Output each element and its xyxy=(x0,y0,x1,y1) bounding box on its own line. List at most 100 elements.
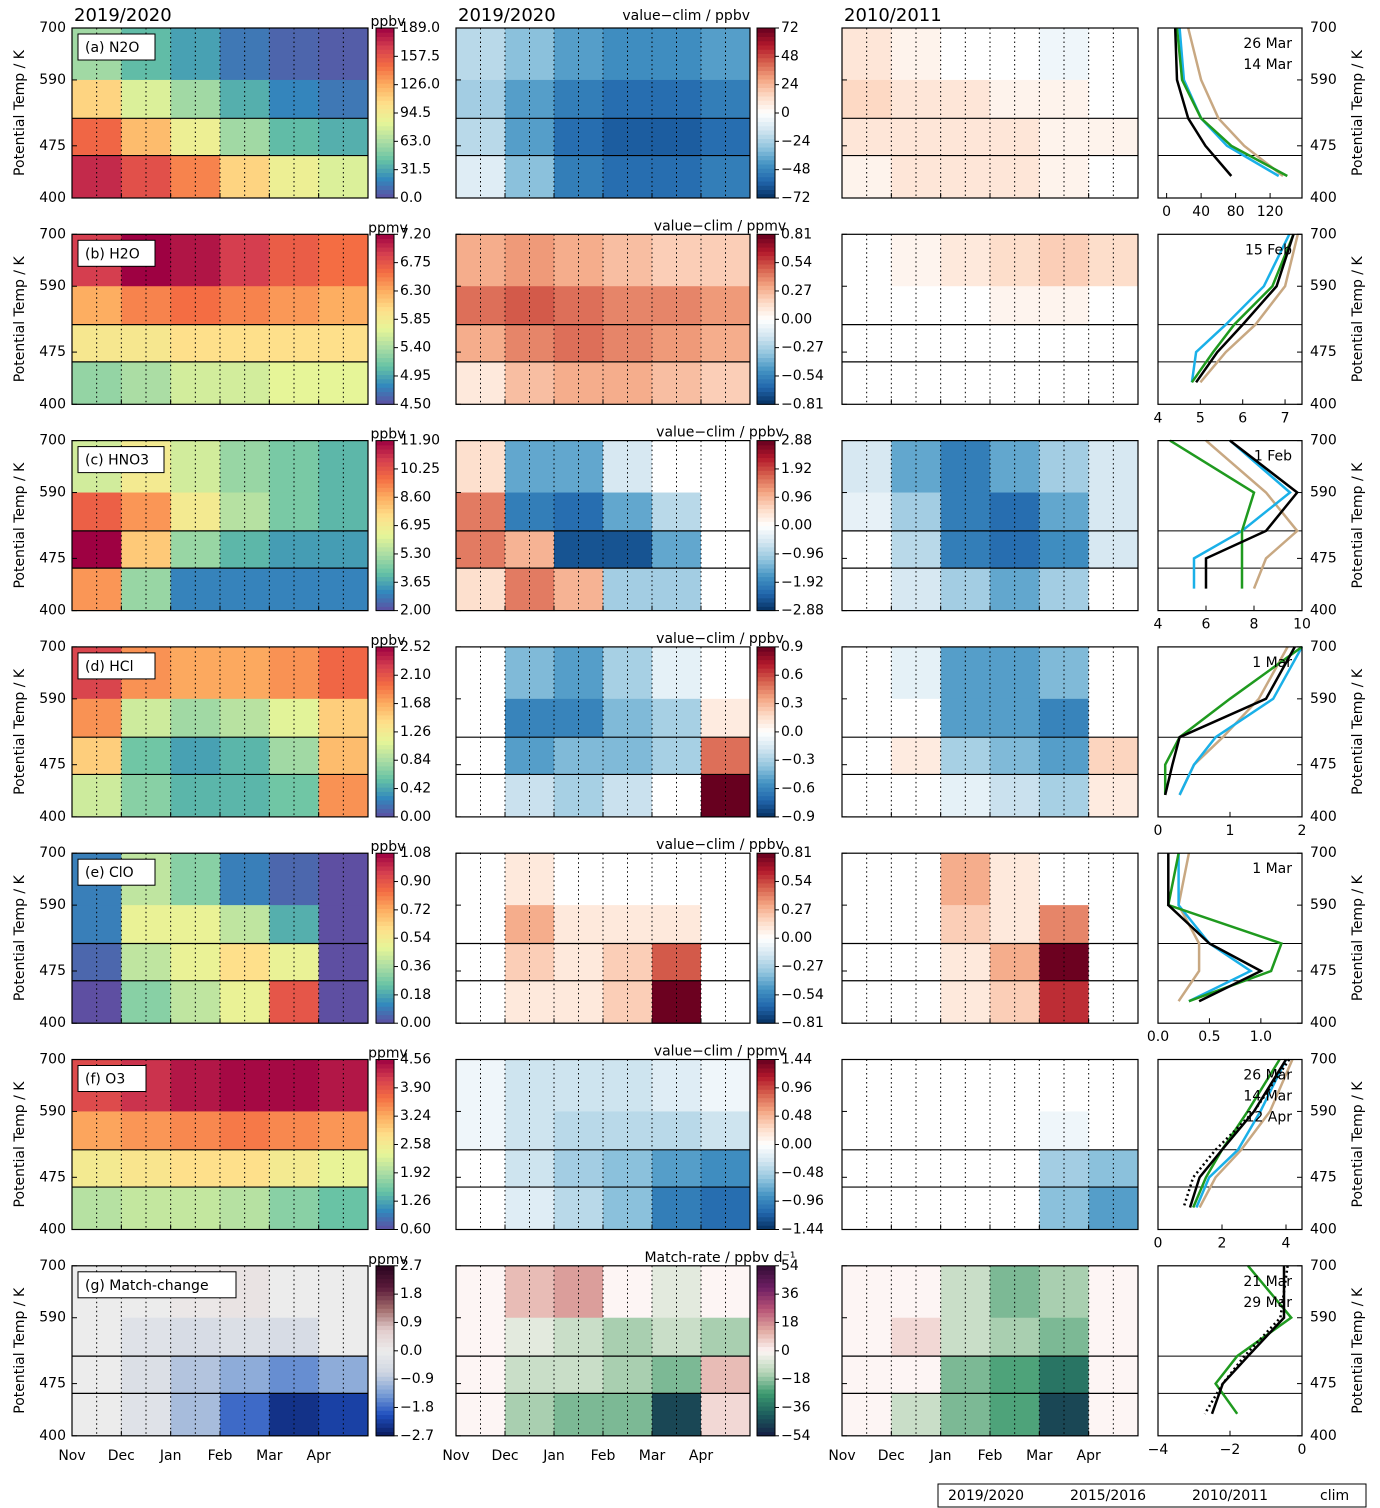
heatmap-cell xyxy=(652,1266,702,1318)
colorbar-step xyxy=(376,32,394,37)
colorbar-step xyxy=(757,1338,775,1343)
x-tick-label: 0.0 xyxy=(1147,1029,1169,1045)
heatmap-cell xyxy=(891,853,941,905)
colorbar-step xyxy=(757,951,775,956)
colorbar-step xyxy=(376,315,394,320)
colorbar-step xyxy=(376,307,394,312)
colorbar-step xyxy=(757,513,775,518)
colorbar-step xyxy=(757,655,775,660)
colorbar-step xyxy=(376,706,394,711)
colorbar-step xyxy=(376,740,394,745)
colorbar-tick-label: 0.90 xyxy=(400,874,431,890)
x-tick-label: 1.0 xyxy=(1250,1029,1272,1045)
y-axis-title: Potential Temp / K xyxy=(1350,1287,1366,1414)
y-tick-label: 700 xyxy=(1310,845,1337,861)
heatmap-cell xyxy=(652,28,702,80)
colorbar-step xyxy=(376,1419,394,1424)
colorbar-step xyxy=(376,857,394,862)
colorbar-tick-label: 2.10 xyxy=(400,667,431,683)
colorbar-tick-label: 0.3 xyxy=(781,696,803,712)
y-tick-label: 700 xyxy=(39,1052,66,1068)
colorbar-tick-label: 10.25 xyxy=(400,461,440,477)
colorbar-step xyxy=(757,45,775,50)
colorbar-tick-label: 1.92 xyxy=(400,1165,431,1181)
colorbar-step xyxy=(376,702,394,707)
y-tick-label: 400 xyxy=(1310,1222,1337,1238)
heatmap-cell xyxy=(701,234,751,286)
heatmap-cell xyxy=(941,234,991,286)
colorbar-step xyxy=(376,985,394,990)
colorbar-step xyxy=(757,857,775,862)
colorbar-tick-label: −0.9 xyxy=(781,809,815,825)
colorbar-step xyxy=(376,298,394,303)
colorbar-step xyxy=(376,492,394,497)
colorbar-step xyxy=(376,143,394,148)
colorbar-step xyxy=(376,1072,394,1077)
colorbar-tick-label: 72 xyxy=(781,20,799,36)
colorbar-step xyxy=(757,1381,775,1386)
colorbar-step xyxy=(376,1368,394,1373)
legend-entry: 2010/2011 xyxy=(1192,1488,1268,1504)
colorbar-tick-label: 3.65 xyxy=(400,574,431,590)
colorbar-step xyxy=(376,660,394,665)
heatmap-cell xyxy=(891,647,941,699)
colorbar-step xyxy=(757,1064,775,1069)
colorbar-step xyxy=(757,560,775,565)
heatmap-cell xyxy=(121,699,171,738)
heatmap-cell xyxy=(1089,1266,1139,1318)
heatmap-cell xyxy=(652,647,702,699)
colorbar-step xyxy=(376,1221,394,1226)
colorbar-step xyxy=(376,1427,394,1432)
heatmap-cell xyxy=(603,1060,653,1112)
heatmap-cell xyxy=(842,699,892,738)
colorbar-step xyxy=(757,896,775,901)
colorbar-step xyxy=(757,887,775,892)
heatmap-cell xyxy=(121,493,171,532)
colorbar-unit: ppbv xyxy=(371,427,406,443)
colorbar-step xyxy=(376,972,394,977)
heatmap-cell xyxy=(220,286,270,325)
colorbar-step xyxy=(376,517,394,522)
profile-date: 26 Mar xyxy=(1243,1068,1292,1084)
colorbar-step xyxy=(757,1132,775,1137)
profile-date: 15 Feb xyxy=(1245,242,1292,258)
colorbar-step xyxy=(376,311,394,316)
colorbar-step xyxy=(376,1410,394,1415)
colorbar-step xyxy=(757,113,775,118)
colorbar-step xyxy=(757,1291,775,1296)
colorbar-step xyxy=(376,745,394,750)
heatmap-cell xyxy=(603,905,653,944)
heatmap-cell xyxy=(941,441,991,493)
colorbar-step xyxy=(757,247,775,252)
x-tick-label: 1 xyxy=(1226,823,1235,839)
heatmap-cell xyxy=(990,1266,1040,1318)
colorbar-step xyxy=(757,598,775,603)
colorbar-step xyxy=(757,745,775,750)
colorbar-step xyxy=(757,362,775,367)
y-tick-label: 700 xyxy=(39,845,66,861)
colorbar-step xyxy=(757,387,775,392)
heatmap-cell xyxy=(1039,1318,1089,1357)
x-tick-label: Apr xyxy=(1077,1448,1101,1464)
y-tick-label: 700 xyxy=(1310,433,1337,449)
colorbar-step xyxy=(757,160,775,165)
colorbar-step xyxy=(757,1208,775,1213)
colorbar-step xyxy=(376,681,394,686)
colorbar-tick-label: −0.54 xyxy=(781,368,824,384)
heatmap-cell xyxy=(269,699,319,738)
heatmap-cell xyxy=(121,905,171,944)
heatmap-cell xyxy=(121,1111,171,1150)
colorbar-step xyxy=(376,804,394,809)
colorbar-step xyxy=(376,466,394,471)
colorbar-step xyxy=(757,883,775,888)
colorbar-step xyxy=(376,887,394,892)
colorbar-step xyxy=(376,139,394,144)
heatmap-cell xyxy=(891,699,941,738)
column-header: 2019/2020 xyxy=(458,5,556,26)
colorbar-step xyxy=(376,1364,394,1369)
x-tick-label: −2 xyxy=(1220,1442,1241,1458)
colorbar-step xyxy=(757,1115,775,1120)
heatmap-cell xyxy=(701,80,751,119)
colorbar-step xyxy=(376,981,394,986)
colorbar-step xyxy=(376,689,394,694)
